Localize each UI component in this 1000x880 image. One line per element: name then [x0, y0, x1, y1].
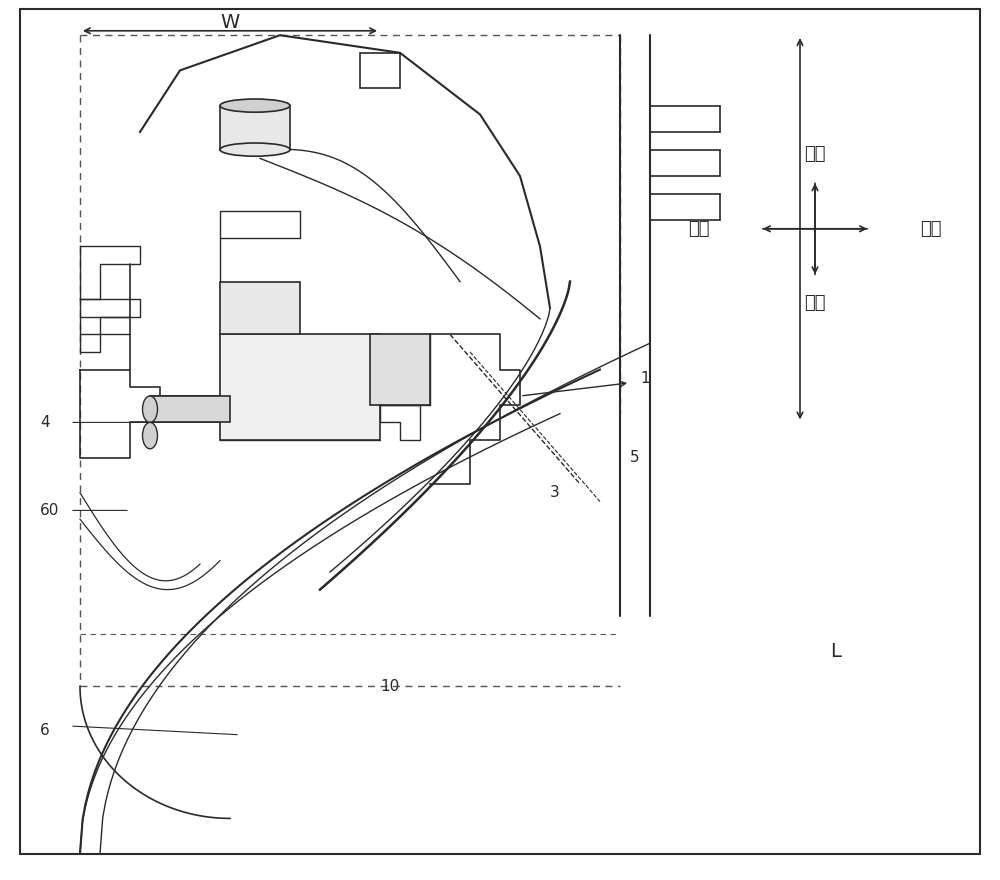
Ellipse shape [220, 99, 290, 113]
Text: 3: 3 [550, 485, 560, 501]
Bar [370, 334, 430, 405]
Bar [150, 396, 230, 422]
Ellipse shape [143, 396, 158, 422]
Text: 10: 10 [380, 678, 399, 694]
Text: 后侧: 后侧 [804, 295, 826, 312]
Text: L: L [830, 642, 841, 661]
Bar [360, 53, 400, 88]
Bar [220, 334, 380, 440]
Text: 1: 1 [640, 370, 650, 386]
Text: 60: 60 [40, 502, 59, 518]
Bar [220, 106, 290, 150]
Text: 6: 6 [40, 722, 50, 738]
Bar [220, 282, 300, 334]
Text: 前侧: 前侧 [804, 145, 826, 163]
Text: W: W [220, 13, 240, 33]
Text: 右侧: 右侧 [688, 220, 710, 238]
Text: 左侧: 左侧 [920, 220, 942, 238]
Ellipse shape [143, 422, 158, 449]
Ellipse shape [220, 143, 290, 157]
Text: 4: 4 [40, 414, 50, 430]
Text: 5: 5 [630, 450, 640, 466]
